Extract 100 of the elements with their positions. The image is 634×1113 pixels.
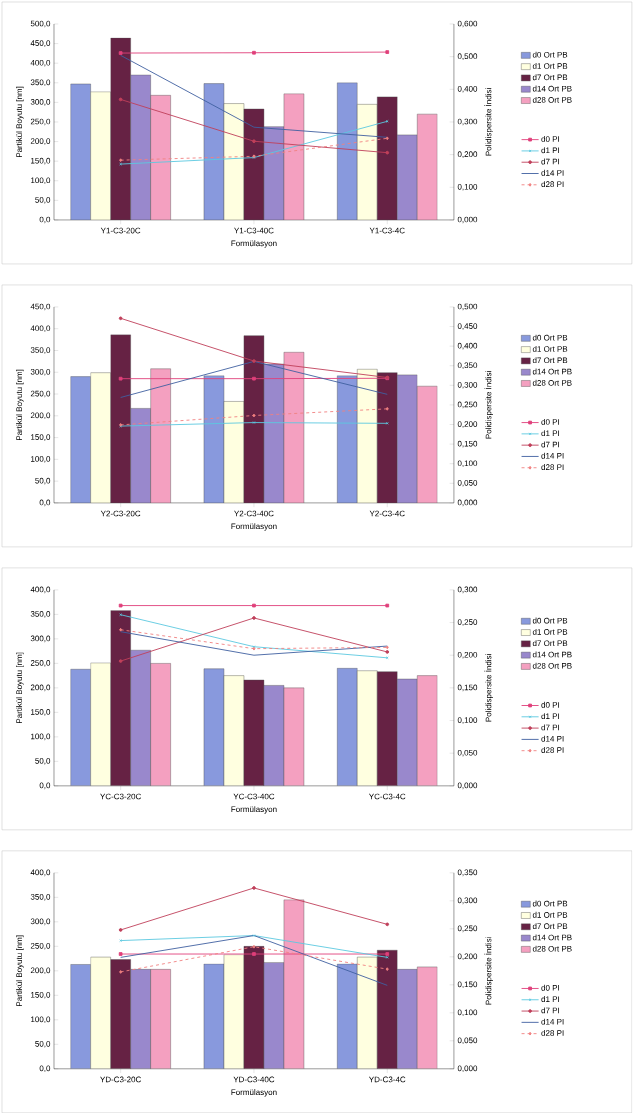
y2-tick-label: 0,150 (457, 440, 478, 448)
y2-tick-label: 0,050 (457, 1037, 478, 1045)
legend-label: d28 Ort PB (532, 96, 572, 103)
legend-label: d14 PI (541, 169, 564, 176)
y2-tick-label: 0,300 (457, 118, 478, 126)
legend-label: d14 PI (541, 452, 564, 459)
y-tick-label: 100,0 (31, 733, 51, 741)
x-axis-title: Formülasyon (231, 240, 277, 248)
y-tick-label: 300,0 (30, 99, 51, 106)
x-tick-label: YD-C3-40C (233, 1076, 275, 1083)
y-tick-label: 0,0 (39, 782, 51, 790)
y-tick-label: 200,0 (30, 412, 51, 420)
y2-axis-title: Polidispersite İndisi (484, 937, 493, 1005)
legend-label: d7 PI (541, 1007, 560, 1014)
y-tick-label: 100,0 (31, 1016, 51, 1024)
y-tick-label: 400,0 (30, 325, 51, 333)
legend-label: d28 Ort PB (532, 662, 572, 669)
y2-tick-label: 0,000 (457, 1065, 478, 1073)
y-tick-label: 50,0 (35, 197, 51, 204)
y-tick-label: 300,0 (30, 635, 51, 643)
y2-tick-label: 0,250 (457, 925, 478, 933)
y-tick-label: 50,0 (35, 477, 51, 485)
x-tick-label: Y1-C3-4C (369, 227, 405, 234)
y2-tick-label: 0,400 (457, 86, 478, 93)
y-tick-label: 150,0 (31, 709, 51, 716)
legend-label: d28 PI (541, 181, 564, 188)
y2-tick-label: 0,050 (457, 480, 478, 487)
y-tick-label: 150,0 (31, 157, 51, 165)
x-axis-title: Formülasyon (231, 806, 277, 814)
legend-label: d1 Ort PB (532, 345, 568, 352)
legend-label: d1 PI (541, 713, 560, 720)
x-tick-label: YD-C3-20C (100, 1076, 142, 1083)
legend-label: d28 Ort PB (532, 379, 572, 386)
x-tick-label: Y2-C3-20C (100, 510, 141, 517)
legend-label: d1 PI (541, 996, 560, 1002)
y-tick-label: 350,0 (30, 79, 51, 87)
y-axis-title: Partikül Boyutu [nm] (16, 652, 24, 723)
y2-tick-label: 0,150 (457, 981, 478, 989)
y-tick-label: 500,0 (30, 20, 51, 28)
y-tick-label: 250,0 (30, 943, 51, 950)
y2-tick-label: 0,100 (457, 183, 478, 191)
legend-label: d14 Ort PB (532, 85, 572, 92)
x-tick-label: Y1-C3-20C (100, 227, 141, 234)
y-tick-label: 450,0 (30, 40, 51, 47)
y2-tick-label: 0,600 (457, 20, 478, 28)
x-tick-label: YD-C3-4C (369, 1076, 406, 1083)
legend-label: d14 Ort PB (532, 651, 572, 658)
legend-label: d7 Ort PB (532, 640, 568, 647)
y2-tick-label: 0,100 (457, 460, 478, 468)
legend-label: d28 PI (541, 464, 564, 470)
y-tick-label: 350,0 (30, 611, 51, 618)
y-tick-label: 0,0 (39, 1065, 51, 1073)
legend-label: d7 PI (541, 158, 560, 165)
legend-label: d7 PI (541, 441, 560, 448)
x-tick-label: Y1-C3-40C (234, 227, 274, 234)
y2-tick-label: 0,000 (457, 499, 478, 507)
y-axis-title: Partikül Boyutu [nm] (16, 935, 24, 1006)
y2-tick-label: 0,500 (457, 303, 478, 311)
y2-tick-label: 0,200 (457, 953, 478, 961)
legend-label: d1 Ort PB (532, 62, 568, 69)
y-tick-label: 200,0 (30, 138, 51, 145)
y-tick-label: 250,0 (30, 390, 51, 398)
legend-label: d0 Ort PB (532, 334, 568, 341)
legend-label: d14 PI (541, 735, 564, 742)
y-tick-label: 250,0 (30, 660, 51, 667)
y-tick-label: 400,0 (30, 869, 51, 877)
legend-label: d14 Ort PB (532, 934, 572, 941)
legend-label: d0 PI (541, 984, 560, 991)
y-tick-label: 50,0 (35, 1041, 51, 1048)
y-tick-label: 350,0 (30, 894, 51, 901)
y2-tick-label: 0,000 (457, 782, 478, 790)
legend-label: d14 PI (541, 1018, 564, 1025)
y-tick-label: 150,0 (31, 992, 51, 999)
y2-tick-label: 0,350 (457, 869, 478, 877)
y2-axis-title: Polidispersite İndisi (484, 88, 493, 156)
y2-tick-label: 0,250 (457, 619, 478, 626)
y2-axis-title: Polidispersite İndisi (484, 371, 493, 439)
y-tick-label: 100,0 (31, 456, 51, 463)
y2-tick-label: 0,200 (457, 651, 478, 659)
legend-label: d28 PI (541, 747, 564, 753)
y-tick-label: 100,0 (31, 177, 51, 185)
y-tick-label: 200,0 (30, 684, 51, 692)
legend-label: d7 Ort PB (532, 74, 568, 81)
y-tick-label: 0,0 (39, 216, 51, 224)
y-tick-label: 250,0 (30, 118, 51, 126)
legend-label: d7 Ort PB (532, 357, 568, 364)
x-tick-label: YC-C3-4C (369, 793, 406, 800)
legend-label: d28 PI (541, 1029, 564, 1036)
y-tick-label: 300,0 (30, 918, 51, 926)
legend-label: d1 Ort PB (532, 911, 568, 918)
y-axis-title: Partikül Boyutu [nm] (16, 86, 24, 158)
y-tick-label: 400,0 (30, 59, 51, 67)
y-axis-title: Partikül Boyutu [nm] (16, 369, 24, 441)
y2-tick-label: 0,200 (457, 151, 478, 158)
y2-tick-label: 0,300 (457, 586, 478, 594)
x-tick-label: Y2-C3-4C (369, 510, 405, 517)
y2-tick-label: 0,100 (457, 1009, 478, 1017)
legend-label: d1 PI (541, 430, 560, 437)
legend-label: d28 Ort PB (532, 945, 572, 952)
legend-label: d0 PI (541, 701, 560, 708)
